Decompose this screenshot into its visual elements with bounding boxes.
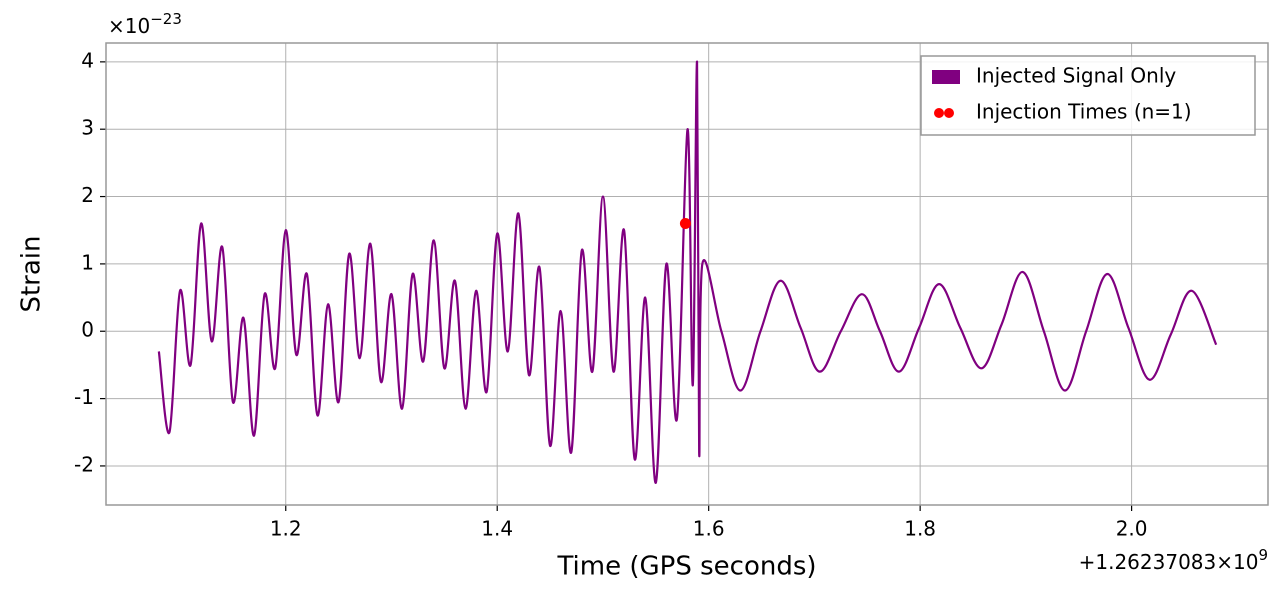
x-tick-label: 1.8 — [904, 517, 936, 541]
y-axis-label: Strain — [17, 235, 47, 312]
injection-point — [679, 217, 691, 229]
x-tick-label: 1.4 — [481, 517, 513, 541]
y-tick-label: -2 — [74, 452, 94, 476]
legend-label: Injected Signal Only — [976, 64, 1176, 88]
y-tick-label: 0 — [81, 318, 94, 342]
x-tick-label: 1.2 — [270, 517, 302, 541]
x-offset-text: +1.26237083×109 — [1079, 546, 1268, 574]
legend-box — [920, 55, 1256, 136]
y-offset-text: ×10−23 — [108, 10, 182, 38]
legend-label: Injection Times (n=1) — [976, 100, 1192, 124]
legend-swatch — [932, 70, 960, 84]
x-axis-label: Time (GPS seconds) — [556, 552, 816, 582]
signal-line — [157, 60, 1218, 484]
y-tick-label: 3 — [81, 116, 94, 140]
legend-marker — [944, 108, 954, 118]
y-tick-label: -1 — [74, 385, 94, 409]
y-tick-label: 1 — [81, 250, 94, 274]
legend-marker — [934, 108, 944, 118]
y-tick-label: 4 — [81, 48, 94, 72]
plot-frame — [105, 42, 1269, 506]
y-tick-label: 2 — [81, 183, 94, 207]
x-tick-label: 1.6 — [693, 517, 725, 541]
x-tick-label: 2.0 — [1116, 517, 1148, 541]
